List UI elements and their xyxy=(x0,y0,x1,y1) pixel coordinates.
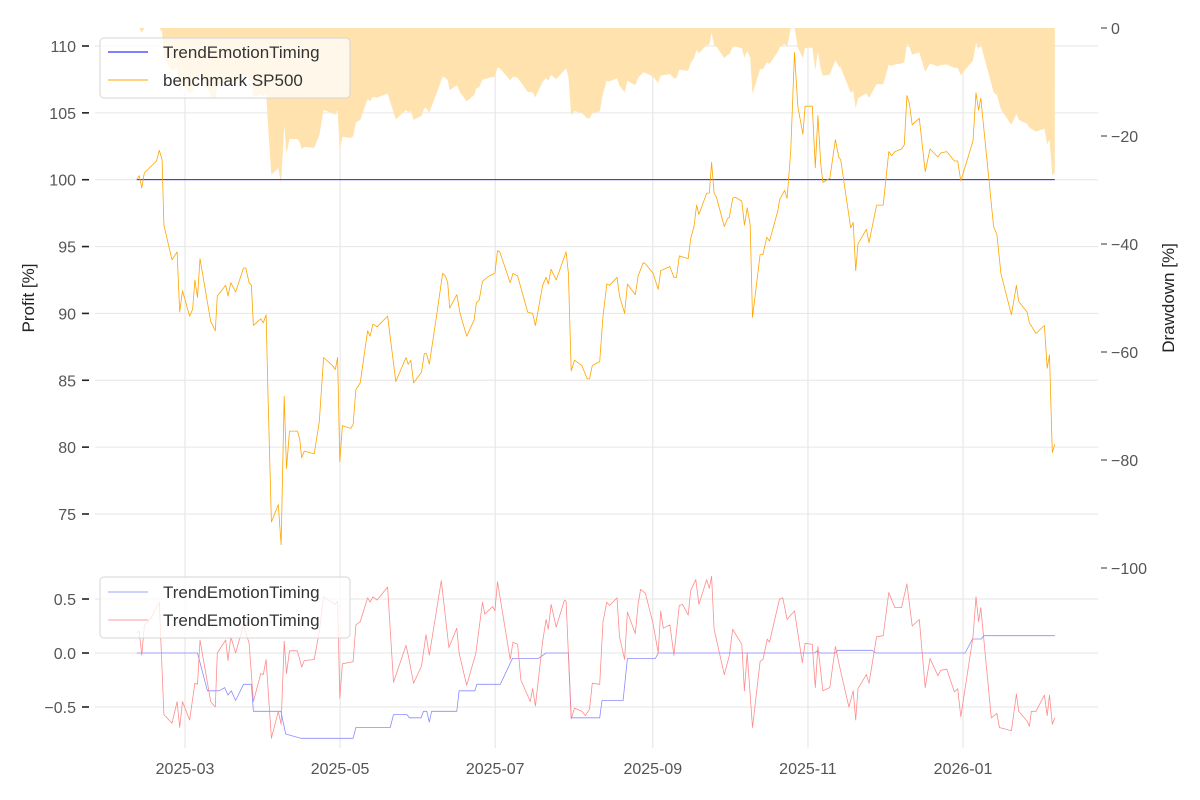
y-tick-label: 100 xyxy=(49,173,76,190)
y2-tick-label: −80 xyxy=(1111,453,1138,470)
bottom-series2-line xyxy=(136,575,1056,739)
y2-tick-label: −100 xyxy=(1111,561,1147,578)
legend-bottom-box xyxy=(99,576,351,639)
drawdown-area xyxy=(136,28,1055,184)
axis-ticks: 2025-03 2025-05 2025-07 2025-09 2025-11 2026-… xyxy=(44,21,1147,778)
drawdown-fill xyxy=(136,28,1055,184)
y-axis-label-profit: Profit [%] xyxy=(19,264,38,333)
legend-label-strategy: TrendEmotionTiming xyxy=(163,43,320,62)
legend-top: TrendEmotionTiming benchmark SP500 xyxy=(99,37,351,99)
y-axis-label-drawdown: Drawdown [%] xyxy=(1159,243,1178,353)
y2-tick-label: −40 xyxy=(1111,237,1138,254)
x-tick-label: 2025-07 xyxy=(466,761,525,778)
y-tick-label-bottom: 0.5 xyxy=(54,592,76,609)
y-tick-label-bottom: −0.5 xyxy=(44,700,76,717)
y-tick-label: 95 xyxy=(58,240,76,257)
y-tick-label: 85 xyxy=(58,373,76,390)
legend-top-box xyxy=(99,37,351,99)
legend-label-benchmark: benchmark SP500 xyxy=(163,71,303,90)
y2-tick-label: −20 xyxy=(1111,129,1138,146)
y-tick-label: 80 xyxy=(58,440,76,457)
x-tick-label: 2025-03 xyxy=(156,761,215,778)
x-tick-label: 2026-01 xyxy=(934,761,993,778)
legend-label-series2: TrendEmotionTiming xyxy=(163,611,320,630)
legend-label-series1: TrendEmotionTiming xyxy=(163,583,320,602)
x-tick-label: 2025-05 xyxy=(311,761,370,778)
y-tick-label: 90 xyxy=(58,306,76,323)
y-tick-label-bottom: 0.0 xyxy=(54,646,76,663)
x-tick-label: 2025-09 xyxy=(623,761,682,778)
y-tick-label: 105 xyxy=(49,106,76,123)
y2-tick-label: −60 xyxy=(1111,345,1138,362)
benchmark-line xyxy=(136,52,1056,546)
x-tick-label: 2025-11 xyxy=(779,761,837,778)
y-tick-label: 75 xyxy=(58,507,76,524)
grid-lines xyxy=(95,28,1098,748)
series-lines xyxy=(136,52,1056,739)
legend-bottom: TrendEmotionTiming TrendEmotionTiming xyxy=(99,576,351,639)
y-tick-label: 110 xyxy=(50,39,76,56)
y2-tick-label: 0 xyxy=(1111,21,1120,38)
bottom-series1-line xyxy=(136,635,1055,739)
